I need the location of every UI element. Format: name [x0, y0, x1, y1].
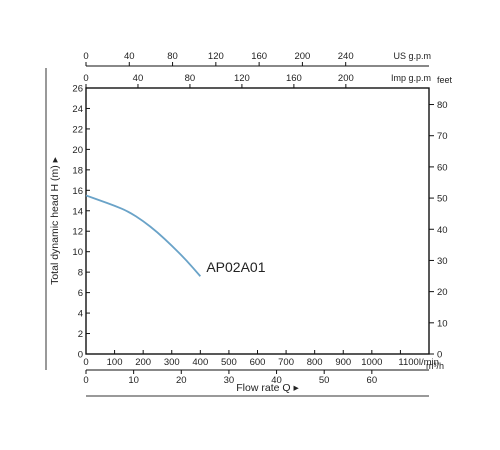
left-tick-label: 12: [72, 227, 83, 238]
left-tick-label: 26: [72, 84, 83, 95]
right-tick-label: 40: [437, 225, 448, 236]
lmin-tick-label: 400: [192, 357, 208, 368]
lmin-tick-label: 900: [335, 357, 351, 368]
right-tick-label: 50: [437, 194, 448, 205]
lmin-tick-label: 1100l/min: [398, 357, 439, 368]
lmin-tick-label: 500: [221, 357, 237, 368]
left-tick-label: 22: [72, 124, 83, 135]
imp-gpm-tick-label: 160: [286, 73, 302, 84]
left-tick-label: 18: [72, 165, 83, 176]
m3h-tick-label: 20: [176, 375, 187, 386]
lmin-tick-label: 800: [307, 357, 323, 368]
bottom-axis-title: Flow rate Q ▸: [236, 382, 299, 394]
imp-gpm-tick-label: 0: [83, 73, 88, 84]
left-tick-label: 10: [72, 247, 83, 258]
right-tick-label: 80: [437, 100, 448, 111]
lmin-tick-label: 300: [164, 357, 180, 368]
us-gpm-tick-label: 120: [208, 51, 224, 62]
lmin-tick-label: 700: [278, 357, 294, 368]
m3h-tick-label: 30: [224, 375, 235, 386]
left-tick-label: 0: [78, 350, 83, 361]
lmin-tick-label: 200: [135, 357, 151, 368]
m3h-tick-label: 40: [271, 375, 282, 386]
left-tick-label: 4: [78, 309, 83, 320]
left-tick-label: 24: [72, 104, 83, 115]
left-tick-label: 14: [72, 206, 83, 217]
left-tick-label: 2: [78, 329, 83, 340]
imp-gpm-tick-label: 200: [338, 73, 354, 84]
us-gpm-tick-label: 0: [83, 51, 88, 62]
left-tick-label: 8: [78, 268, 83, 279]
imp-gpm-unit: Imp g.p.m: [391, 73, 431, 83]
m3h-tick-label: 60: [367, 375, 378, 386]
left-tick-label: 6: [78, 288, 83, 299]
us-gpm-tick-label: 200: [294, 51, 310, 62]
lmin-tick-label: 100: [107, 357, 123, 368]
us-gpm-tick-label: 240: [338, 51, 354, 62]
m3h-tick-label: 0: [83, 375, 88, 386]
m3h-tick-label: 50: [319, 375, 330, 386]
imp-gpm-tick-label: 80: [185, 73, 196, 84]
us-gpm-tick-label: 80: [167, 51, 178, 62]
us-gpm-tick-label: 40: [124, 51, 135, 62]
right-tick-label: 60: [437, 162, 448, 173]
left-axis-title: Total dynamic head H (m) ▸: [49, 156, 61, 285]
right-tick-label: 0: [437, 350, 442, 361]
left-tick-label: 20: [72, 145, 83, 156]
us-gpm-tick-label: 160: [251, 51, 267, 62]
left-tick-label: 16: [72, 186, 83, 197]
lmin-tick-label: 0: [83, 357, 88, 368]
imp-gpm-tick-label: 120: [234, 73, 250, 84]
m3h-tick-label: 10: [128, 375, 139, 386]
lmin-tick-label: 600: [250, 357, 266, 368]
right-tick-label: 10: [437, 318, 448, 329]
series-label-ap02a01: AP02A01: [206, 259, 265, 275]
right-tick-label: 20: [437, 287, 448, 298]
right-tick-label: 70: [437, 131, 448, 142]
right-tick-label: 30: [437, 256, 448, 267]
lmin-tick-label: 1000: [361, 357, 382, 368]
series-line-ap02a01: [85, 194, 202, 277]
plot-frame: [85, 87, 430, 355]
m3h-unit: m³/h: [426, 361, 444, 371]
us-gpm-unit: US g.p.m: [393, 51, 431, 61]
imp-gpm-tick-label: 40: [133, 73, 144, 84]
right-axis-unit: feet: [437, 75, 453, 85]
